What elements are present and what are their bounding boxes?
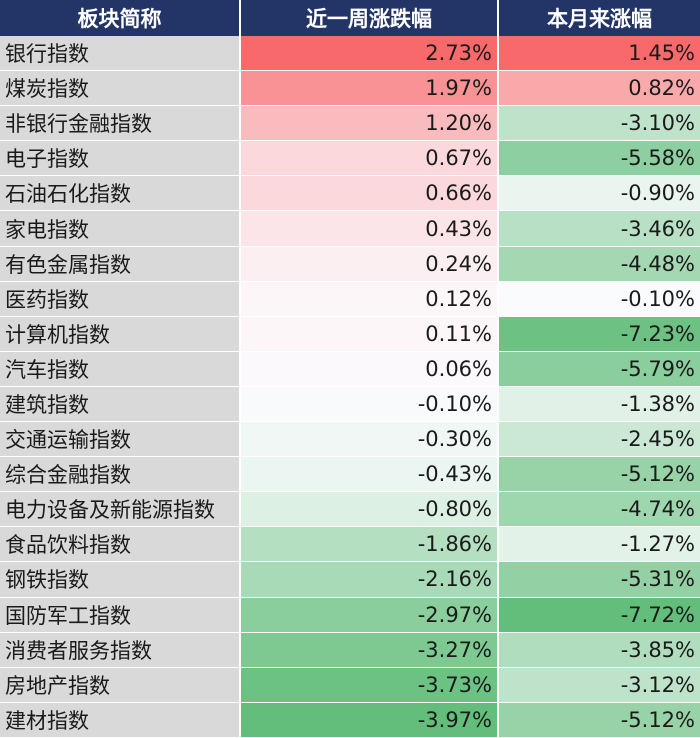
sector-name-cell: 国防军工指数 — [0, 597, 241, 633]
sector-name-cell: 建筑指数 — [0, 386, 241, 423]
month-change-cell: -7.23% — [499, 316, 700, 352]
week-change-cell: -3.97% — [241, 702, 499, 738]
week-change-cell: -3.27% — [241, 632, 499, 668]
sector-name-cell: 银行指数 — [0, 36, 241, 72]
sector-name-cell: 电子指数 — [0, 141, 241, 177]
month-change-cell: -0.90% — [499, 176, 700, 212]
header-sector-name: 板块简称 — [0, 0, 241, 36]
month-change-cell: -3.12% — [499, 667, 700, 703]
week-change-cell: 1.97% — [241, 71, 499, 107]
month-change-cell: -7.72% — [499, 597, 700, 633]
month-change-cell: -1.27% — [499, 527, 700, 563]
sector-name-cell: 钢铁指数 — [0, 562, 241, 598]
month-change-cell: -3.46% — [499, 211, 700, 247]
month-change-cell: -3.85% — [499, 632, 700, 668]
week-change-cell: -2.16% — [241, 562, 499, 598]
header-month-change: 本月来涨幅 — [499, 0, 700, 36]
month-change-cell: -1.38% — [499, 386, 700, 423]
week-change-cell: 0.06% — [241, 351, 499, 387]
month-change-cell: -5.58% — [499, 141, 700, 177]
week-change-cell: 0.12% — [241, 281, 499, 317]
sector-name-cell: 电力设备及新能源指数 — [0, 492, 241, 528]
month-change-cell: -4.48% — [499, 246, 700, 282]
week-change-cell: -0.10% — [241, 386, 499, 423]
week-change-cell: -0.80% — [241, 492, 499, 528]
sector-name-cell: 非银行金融指数 — [0, 106, 241, 142]
week-change-cell: -1.86% — [241, 527, 499, 563]
sector-name-cell: 医药指数 — [0, 281, 241, 317]
sector-name-cell: 房地产指数 — [0, 667, 241, 703]
week-change-cell: -3.73% — [241, 667, 499, 703]
sector-name-cell: 建材指数 — [0, 702, 241, 738]
week-change-cell: 0.43% — [241, 211, 499, 247]
month-change-cell: -5.79% — [499, 351, 700, 387]
month-change-cell: -5.12% — [499, 457, 700, 493]
sector-name-cell: 消费者服务指数 — [0, 632, 241, 668]
month-change-cell: -5.31% — [499, 562, 700, 598]
sector-name-cell: 计算机指数 — [0, 316, 241, 352]
sector-name-cell: 家电指数 — [0, 211, 241, 247]
sector-name-cell: 石油石化指数 — [0, 176, 241, 212]
month-change-cell: -3.10% — [499, 106, 700, 142]
sector-name-cell: 汽车指数 — [0, 351, 241, 387]
week-change-cell: -0.43% — [241, 457, 499, 493]
week-change-cell: 0.66% — [241, 176, 499, 212]
sector-name-cell: 煤炭指数 — [0, 71, 241, 107]
week-change-cell: 0.11% — [241, 316, 499, 352]
month-change-cell: -2.45% — [499, 422, 700, 458]
week-change-cell: 0.67% — [241, 141, 499, 177]
month-change-cell: 1.45% — [499, 36, 700, 72]
month-change-cell: 0.82% — [499, 71, 700, 107]
week-change-cell: 2.73% — [241, 36, 499, 72]
month-change-cell: -4.74% — [499, 492, 700, 528]
month-change-cell: -0.10% — [499, 281, 700, 317]
week-change-cell: 1.20% — [241, 106, 499, 142]
header-week-change: 近一周涨跌幅 — [241, 0, 499, 36]
sector-name-cell: 综合金融指数 — [0, 457, 241, 493]
sector-name-cell: 有色金属指数 — [0, 246, 241, 282]
month-change-cell: -5.12% — [499, 702, 700, 738]
sector-name-cell: 交通运输指数 — [0, 422, 241, 458]
week-change-cell: -2.97% — [241, 597, 499, 633]
week-change-cell: -0.30% — [241, 422, 499, 458]
sector-name-cell: 食品饮料指数 — [0, 527, 241, 563]
week-change-cell: 0.24% — [241, 246, 499, 282]
